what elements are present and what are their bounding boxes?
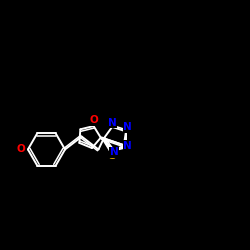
Text: O: O: [16, 144, 25, 154]
Text: O: O: [89, 116, 98, 126]
Text: N: N: [108, 118, 116, 128]
Text: S: S: [108, 151, 116, 161]
Text: N: N: [124, 141, 132, 151]
Text: N: N: [110, 147, 118, 157]
Text: N: N: [123, 122, 132, 132]
